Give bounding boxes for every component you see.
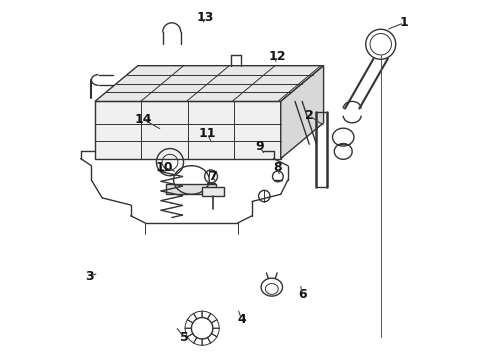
Polygon shape	[95, 66, 323, 102]
Polygon shape	[281, 66, 323, 158]
Text: 7: 7	[208, 170, 217, 183]
Text: 1: 1	[399, 16, 408, 29]
Polygon shape	[202, 187, 223, 196]
Polygon shape	[167, 184, 217, 194]
Text: 12: 12	[269, 50, 286, 63]
Text: 4: 4	[237, 313, 246, 326]
Text: 8: 8	[273, 161, 281, 174]
Text: 10: 10	[156, 161, 173, 174]
Text: 9: 9	[255, 140, 264, 153]
Text: 5: 5	[180, 331, 189, 344]
Text: 3: 3	[85, 270, 94, 283]
Text: 13: 13	[197, 11, 215, 24]
Text: 2: 2	[305, 109, 314, 122]
Text: 11: 11	[199, 127, 216, 140]
Polygon shape	[95, 102, 281, 158]
Text: 14: 14	[134, 113, 152, 126]
Text: 6: 6	[298, 288, 306, 301]
